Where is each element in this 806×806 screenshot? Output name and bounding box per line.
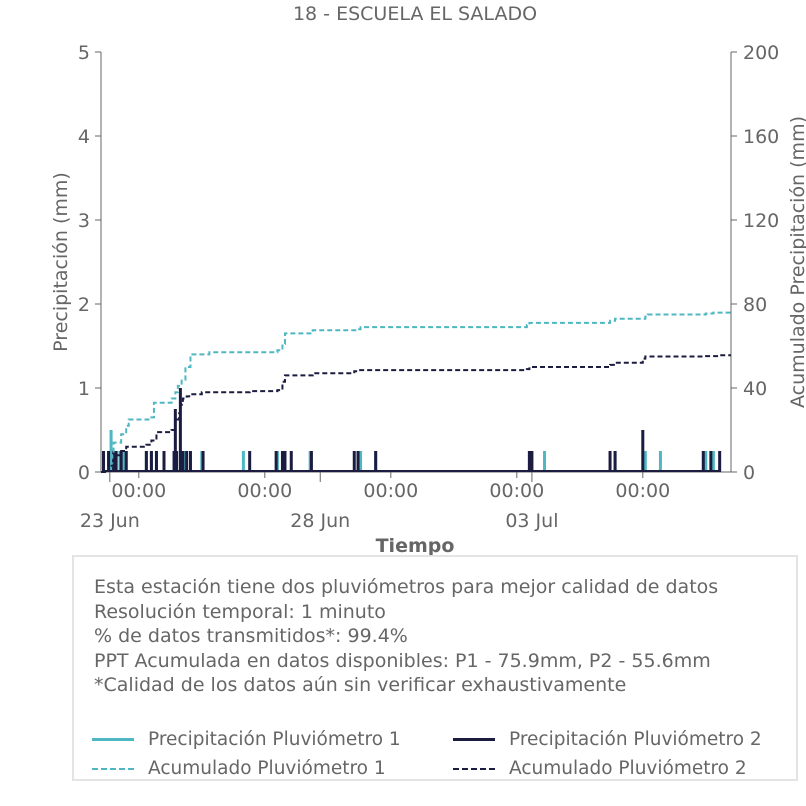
bar-precip-p2 — [201, 451, 205, 472]
x-major-tick-label: 23 Jun — [80, 510, 140, 532]
x-minor-tick-label: 00:00 — [615, 480, 670, 502]
bar-precip-p2 — [530, 451, 534, 472]
bar-precip-p2 — [309, 451, 313, 472]
bar-precip-p2 — [613, 451, 617, 472]
bar-precip-p2 — [718, 451, 722, 472]
info-line-quality: *Calidad de los datos aún sin verificar … — [94, 674, 627, 696]
x-axis-label: Tiempo — [376, 535, 455, 557]
y-right-tick-label: 200 — [743, 42, 779, 64]
y-right-tick-label: 0 — [743, 462, 755, 484]
bar-precip-p1 — [122, 451, 126, 472]
legend-item-precip-p2: Precipitación Pluviómetro 2 — [453, 729, 762, 750]
legend-item-precip-p1: Precipitación Pluviómetro 1 — [92, 729, 401, 750]
y-left-tick-label: 0 — [78, 462, 90, 484]
chart-title: 18 - ESCUELA EL SALADO — [293, 3, 537, 25]
bar-precip-p1 — [643, 451, 647, 472]
y-right-tick-label: 120 — [743, 210, 779, 232]
info-panel: Esta estación tiene dos pluviómetros par… — [72, 555, 798, 781]
precipitation-chart: 18 - ESCUELA EL SALADO 0 1 2 3 4 5 0 40 80 120 160… — [50, 3, 806, 557]
bar-precip-p2 — [356, 451, 360, 472]
bar-precip-p2 — [114, 451, 118, 472]
bar-precip-p2 — [188, 451, 192, 472]
tick-labels: 0 1 2 3 4 5 0 40 80 120 160 200 00:00 00:00 00:00 00:00… — [78, 42, 779, 532]
bar-precip-p1 — [241, 451, 245, 472]
x-minor-tick-label: 00:00 — [237, 480, 292, 502]
legend-label: Acumulado Pluviómetro 1 — [148, 758, 386, 779]
series-cumulative — [101, 311, 731, 473]
y-right-tick-label: 40 — [743, 378, 767, 400]
bar-precip-p2 — [701, 451, 705, 472]
bar-precip-p2 — [527, 451, 531, 472]
bar-precip-p1 — [658, 451, 662, 472]
y-axis-left-label: Precipitación (mm) — [50, 172, 72, 352]
bar-precip-p2 — [181, 451, 185, 472]
series-precip-p1 — [102, 430, 715, 472]
bar-precip-p2 — [102, 451, 106, 472]
bar-precip-p2 — [173, 409, 177, 472]
bar-precip-p2 — [175, 451, 179, 472]
legend-swatch-dashed-navy — [453, 767, 495, 770]
legend-item-cum-p1: Acumulado Pluviómetro 1 — [92, 758, 386, 779]
y-left-tick-label: 4 — [78, 126, 90, 148]
bar-precip-p1 — [704, 451, 708, 472]
x-minor-tick-label: 00:00 — [363, 480, 418, 502]
bar-precip-p2 — [162, 451, 166, 472]
x-major-tick-label: 28 Jun — [290, 510, 350, 532]
line-cumulative-p2 — [101, 354, 731, 473]
bar-precip-p2 — [641, 430, 645, 472]
y-right-tick-label: 160 — [743, 126, 779, 148]
x-minor-tick-label: 00:00 — [111, 480, 166, 502]
bar-precip-p2 — [352, 451, 356, 472]
x-minor-tick-label: 00:00 — [489, 480, 544, 502]
info-line-transmitted: % de datos transmitidos*: 99.4% — [94, 625, 408, 647]
bar-precip-p2 — [119, 451, 123, 472]
legend-swatch-solid-navy — [453, 738, 495, 741]
bar-precip-p1 — [711, 451, 715, 472]
y-axis-right-label: Acumulado Precipitación (mm) — [787, 116, 806, 408]
legend-swatch-dashed-teal — [92, 767, 134, 770]
bar-precip-p1 — [543, 451, 547, 472]
legend-swatch-solid-teal — [92, 738, 134, 741]
bar-precip-p2 — [289, 451, 293, 472]
legend-item-cum-p2: Acumulado Pluviómetro 2 — [453, 758, 747, 779]
bar-precip-p1 — [359, 451, 363, 472]
y-left-tick-label: 5 — [78, 42, 90, 64]
series-precip-p2 — [102, 388, 722, 472]
y-right-tick-label: 80 — [743, 294, 767, 316]
axes-layer — [95, 51, 737, 482]
legend-label: Precipitación Pluviómetro 2 — [509, 729, 762, 750]
bar-precip-p2 — [185, 451, 189, 472]
x-major-tick-label: 03 Jul — [505, 510, 558, 532]
y-left-tick-label: 2 — [78, 294, 90, 316]
bar-precip-p2 — [608, 451, 612, 472]
bar-precip-p2 — [248, 451, 252, 472]
bar-precip-p2 — [124, 451, 128, 472]
bar-precip-p2 — [149, 451, 153, 472]
legend-label: Acumulado Pluviómetro 2 — [509, 758, 747, 779]
bar-precip-p2 — [374, 451, 378, 472]
bar-precip-p2 — [144, 451, 148, 472]
bar-precip-p2 — [178, 388, 182, 472]
legend-label: Precipitación Pluviómetro 1 — [148, 729, 401, 750]
bar-precip-p2 — [709, 451, 713, 472]
bar-precip-p2 — [112, 451, 116, 472]
bar-precip-p2 — [280, 451, 284, 472]
y-left-tick-label: 1 — [78, 378, 90, 400]
info-line-resolution: Resolución temporal: 1 minuto — [94, 600, 386, 623]
bar-precip-p2 — [274, 451, 278, 472]
info-line-stations: Esta estación tiene dos pluviómetros par… — [94, 576, 719, 598]
bar-precip-p2 — [283, 451, 287, 472]
info-line-accumulated: PPT Acumulada en datos disponibles: P1 -… — [94, 649, 711, 672]
line-cumulative-p1 — [101, 311, 731, 473]
bar-precip-p2 — [154, 451, 158, 472]
y-left-tick-label: 3 — [78, 210, 90, 232]
bar-precip-p2 — [107, 451, 111, 472]
